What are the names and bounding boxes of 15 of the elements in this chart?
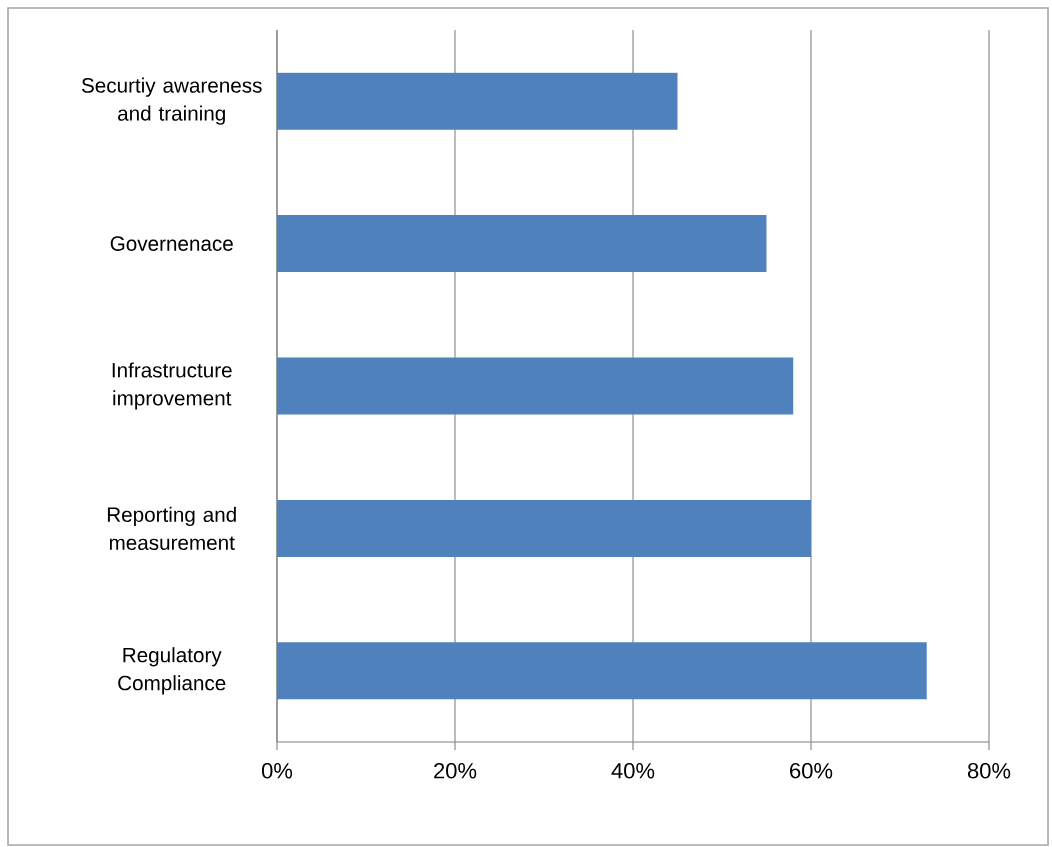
y-tick-label: Securtiy awareness and training bbox=[81, 77, 262, 125]
y-tick-label: Infrastructure improvement bbox=[112, 362, 232, 410]
x-tick-label: 80% bbox=[967, 762, 1011, 779]
y-tick-label: Regulatory Compliance bbox=[118, 647, 226, 695]
bar bbox=[277, 215, 767, 273]
bar bbox=[277, 642, 927, 700]
x-tick-label: 60% bbox=[790, 762, 833, 779]
y-tick-label: Reporting and measurement bbox=[107, 506, 236, 550]
x-tick-label: 0% bbox=[261, 762, 293, 779]
bar bbox=[277, 72, 678, 130]
y-tick-label: Governenace bbox=[110, 236, 233, 251]
bar bbox=[277, 499, 811, 557]
x-tick-label: 20% bbox=[434, 762, 477, 779]
bar bbox=[277, 357, 794, 415]
x-tick-label: 40% bbox=[611, 762, 655, 779]
